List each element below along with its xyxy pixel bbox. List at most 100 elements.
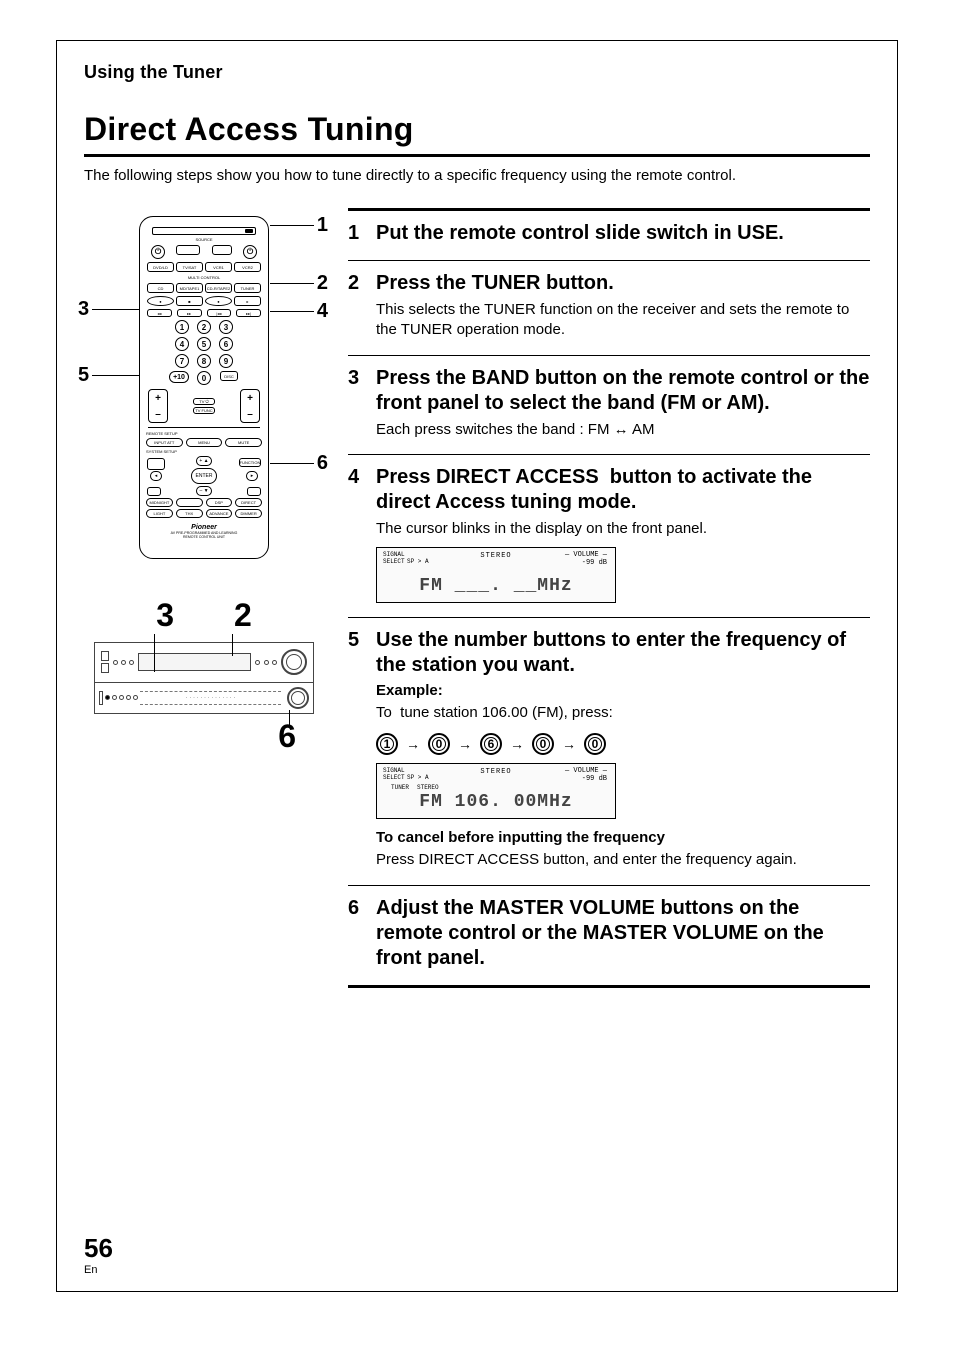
btn-mx: [176, 498, 203, 507]
fp-pointer-2: 2: [234, 597, 252, 634]
btn-cd: CD: [147, 283, 174, 293]
intro-text: The following steps show you how to tune…: [84, 167, 870, 184]
btn-mute: MUTE: [225, 438, 262, 447]
digit-3: 3: [219, 320, 233, 334]
label-remote-setup: REMOTE SETUP: [146, 431, 262, 436]
step-5-example-label: Example:: [376, 682, 870, 699]
dpad-left: ◂: [150, 471, 162, 481]
digit-8: 8: [197, 354, 211, 368]
label-system-setup: SYSTEM SETUP: [146, 449, 262, 454]
btn-next: ▸▸|: [236, 309, 261, 317]
digit-9: 9: [219, 354, 233, 368]
lcd-display-1: SIGNALSELECT SP > A STEREO — VOLUME —-99…: [376, 547, 616, 603]
cancel-title: To cancel before inputting the frequency: [376, 829, 870, 846]
step-3-num: 3: [348, 367, 366, 390]
step-4-num: 4: [348, 466, 366, 489]
btn-class: ●: [147, 296, 174, 306]
digit-5: 5: [197, 337, 211, 351]
digit-btn-3: 6: [480, 733, 502, 755]
btn-light: LIGHT: [146, 509, 173, 518]
digit-btn-1: 1: [376, 733, 398, 755]
label-multi: MULTI CONTROL: [146, 275, 262, 280]
arrow-icon: →: [406, 736, 420, 752]
volume: +–: [240, 389, 260, 423]
page-number: 56 En: [84, 1233, 113, 1276]
cancel-body: Press DIRECT ACCESS button, and enter th…: [376, 850, 870, 870]
digit-6: 6: [219, 337, 233, 351]
btn-prev: |◂◂: [207, 309, 232, 317]
brand-sub: AV PRE-PROGRAMMED AND LEARNINGREMOTE CON…: [146, 532, 262, 540]
step-4-body: The cursor blinks in the display on the …: [376, 519, 870, 539]
step-4-title: Press DIRECT ACCESS button to activate t…: [376, 465, 870, 515]
btn-disc: DISC: [220, 371, 238, 381]
digit-7: 7: [175, 354, 189, 368]
arrow-icon: →: [458, 736, 472, 752]
receiver-diagram: · · · · · · · · · · · · · ·: [94, 642, 314, 714]
btn-input-att: INPUT ATT: [146, 438, 183, 447]
btn-input: [176, 245, 200, 255]
btn-enter: ENTER: [191, 468, 217, 484]
fp-pointer-3: 3: [156, 597, 174, 634]
step-5-title: Use the number buttons to enter the freq…: [376, 628, 870, 678]
pointer-3: 3: [78, 298, 89, 321]
btn-md: MD/TAPE1: [176, 283, 203, 293]
pointer-5: 5: [78, 364, 89, 387]
step-1-title: Put the remote control slide switch in U…: [376, 221, 784, 246]
dpad-right: ▸: [246, 471, 258, 481]
btn-dimmer: DIMMER: [235, 509, 262, 518]
step-3-title: Press the BAND button on the remote cont…: [376, 366, 870, 416]
btn-tvsat: TV/SAT: [176, 262, 203, 272]
dpad-up: + ▲: [196, 456, 212, 466]
label-source: SOURCE: [146, 237, 262, 242]
btn-dsp: DSP: [206, 498, 233, 507]
btn-band: ●: [205, 296, 232, 306]
fp-pointer-6: 6: [84, 718, 324, 755]
btn-tv-func: TV FUNC: [193, 407, 215, 414]
btn-cdr: CD-R/TAPE2: [205, 283, 232, 293]
digit-sequence: 1 → 0 → 6 → 0 → 0: [376, 733, 870, 755]
btn-vcr1: VCR1: [205, 262, 232, 272]
title-rule: [84, 154, 870, 157]
btn-vcr2: VCR2: [234, 262, 261, 272]
btn-daccess: ▸: [234, 296, 261, 306]
remote-diagram: 1 2 3 4 5 6 SOURCE: [84, 208, 324, 567]
btn-dvd: DVD/LD: [147, 262, 174, 272]
btn-rew: ◂◂: [147, 309, 172, 317]
btn-thx: THX: [176, 509, 203, 518]
arrow-icon: →: [562, 736, 576, 752]
btn-tv-power: TV ⏻: [193, 398, 215, 405]
step-1-num: 1: [348, 222, 366, 245]
step-6-num: 6: [348, 897, 366, 920]
btn-br: [247, 487, 261, 496]
arrow-icon: →: [510, 736, 524, 752]
pointer-6: 6: [317, 452, 328, 475]
btn-direct: DIRECT: [235, 498, 262, 507]
pointer-2: 2: [317, 272, 328, 295]
pointer-4: 4: [317, 300, 328, 323]
digit-1: 1: [175, 320, 189, 334]
digit-btn-4: 0: [532, 733, 554, 755]
digit-10: +10: [169, 371, 189, 383]
btn-tl: [147, 458, 165, 470]
dpad-down: – ▼: [196, 486, 212, 496]
section-header: Using the Tuner: [84, 62, 870, 83]
digit-2: 2: [197, 320, 211, 334]
btn-tuner: TUNER: [234, 283, 261, 293]
double-arrow-icon: ↔: [614, 421, 629, 438]
digit-btn-2: 0: [428, 733, 450, 755]
btn-function: FUNCTION: [239, 458, 261, 467]
digit-4: 4: [175, 337, 189, 351]
btn-bl: [147, 487, 161, 496]
step-2-num: 2: [348, 272, 366, 295]
power-source-icon: ⏻: [151, 245, 165, 259]
brand: Pioneer: [146, 524, 262, 531]
lcd-display-2: SIGNALSELECT SP > A TUNER STEREO STEREO …: [376, 763, 616, 819]
tv-vol: +–: [148, 389, 168, 423]
pointer-1: 1: [317, 214, 328, 237]
step-3-body: Each press switches the band : FM ↔ AM: [376, 420, 870, 440]
digit-0: 0: [197, 371, 211, 385]
step-2-body: This selects the TUNER function on the r…: [376, 300, 870, 341]
btn-mpx: ■: [176, 296, 203, 306]
btn-ff: ▸▸: [177, 309, 202, 317]
step-5-num: 5: [348, 629, 366, 652]
